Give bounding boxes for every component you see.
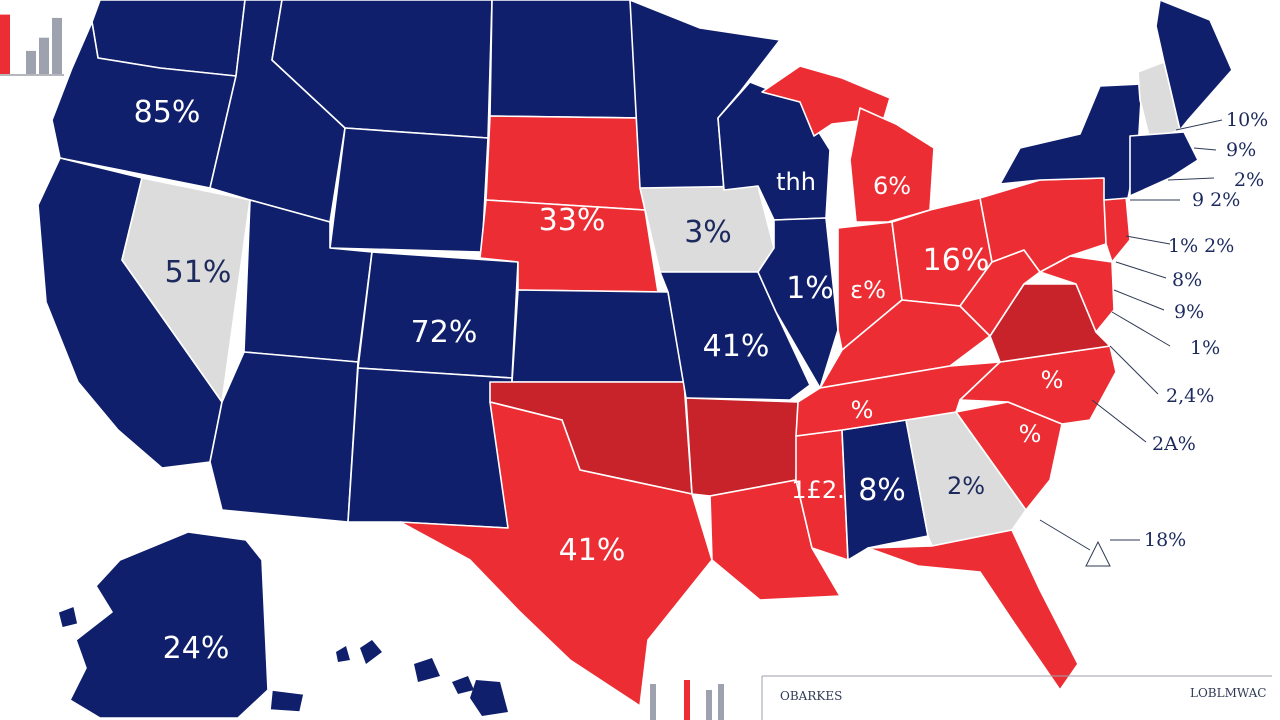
label-mo: 41% [703,329,770,364]
label-sc: % [1019,420,1042,448]
state-wyoming[interactable] [329,127,489,253]
inset-bar-chart [0,14,64,76]
label-ga: 2% [947,472,985,500]
callout-7: 1% [1190,337,1220,359]
state-north-dakota[interactable] [489,0,641,119]
callout-9: 2A% [1152,433,1196,455]
inset-bar-gray-3 [52,17,62,74]
triangle-marker [1085,540,1111,567]
label-co: 72% [411,315,478,350]
state-south-dakota[interactable] [485,115,646,211]
label-nv: 51% [165,255,232,290]
state-michigan-lower[interactable] [849,107,935,223]
callout-10: 18% [1144,529,1186,551]
inset-bar-red [0,14,10,75]
inset-bar-gray-1 [26,50,36,74]
inset-bar-gray-2 [39,37,49,74]
state-florida[interactable] [867,529,1079,691]
state-south-carolina[interactable] [955,401,1063,511]
label-tn: % [851,396,874,424]
state-new-mexico[interactable] [347,367,513,529]
label-ia: 3% [684,215,732,250]
label-in: ɛ% [850,276,886,304]
state-kansas[interactable] [511,289,685,383]
callout-2: 2% [1234,169,1264,191]
label-al: 8% [858,473,906,508]
label-wa-or: 85% [134,95,201,130]
state-texas[interactable] [399,401,713,707]
callout-1: 9% [1226,139,1256,161]
state-tennessee[interactable] [795,361,1001,437]
callout-8: 2,4% [1166,385,1214,407]
callout-5: 8% [1172,269,1202,291]
hawaii[interactable] [336,640,508,716]
label-sd-ne: 33% [539,203,606,238]
alaska-island-1 [57,605,79,629]
state-arkansas[interactable] [685,397,799,497]
state-maine[interactable] [1155,0,1233,131]
label-mi: 6% [873,172,911,200]
callout-4: 1% 2% [1168,235,1234,257]
label-ak: 24% [163,631,230,666]
label-nc: % [1041,366,1064,394]
bottom-legend-strip: OBARKES LOBLMWAC [650,675,1272,720]
callout-leaders [1039,119,1223,567]
state-arizona[interactable] [209,351,359,523]
callout-0: 10% [1226,109,1268,131]
label-oh: 16% [923,243,990,278]
state-new-jersey[interactable] [1103,195,1131,263]
callout-3: 9 2% [1192,189,1240,211]
footer-right-text: LOBLMWAC [1190,686,1266,700]
state-massachusetts-ct[interactable] [1129,131,1199,197]
alaska-island-2 [269,689,305,713]
callout-6: 9% [1174,301,1204,323]
label-il: 1% [786,271,834,306]
label-wi: thh [776,168,816,196]
state-pennsylvania[interactable] [979,177,1111,273]
footer-left-text: OBARKES [780,689,842,703]
state-illinois[interactable] [757,217,839,389]
label-ms: 1£2. [791,476,844,504]
state-alaska[interactable] [69,531,269,719]
label-tx: 41% [559,533,626,568]
